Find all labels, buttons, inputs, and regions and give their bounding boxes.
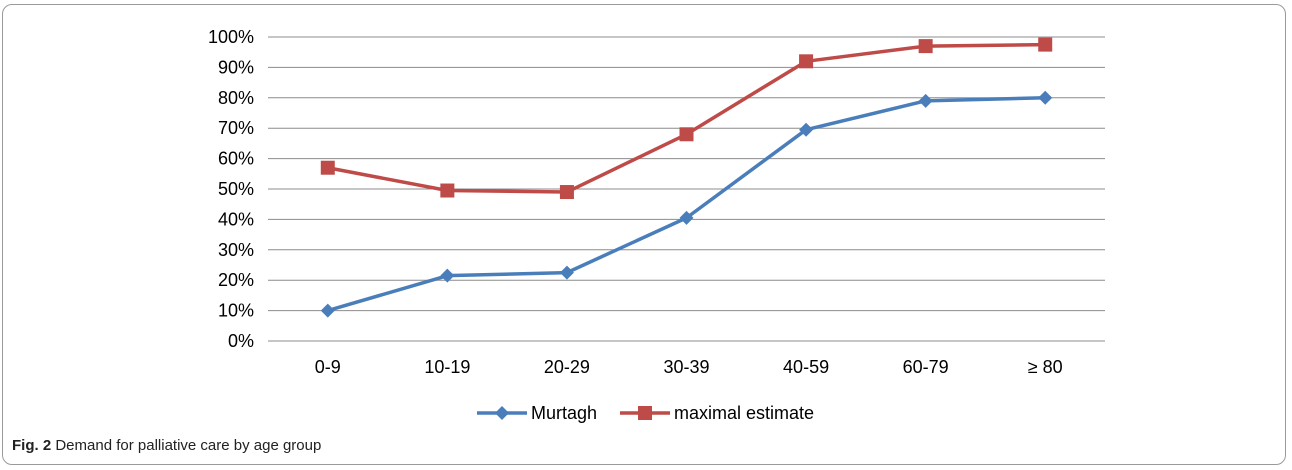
figure-caption-text: Demand for palliative care by age group bbox=[55, 437, 322, 454]
figure-frame bbox=[2, 4, 1286, 465]
y-tick-label: 70% bbox=[218, 118, 254, 138]
data-point bbox=[638, 406, 652, 420]
y-tick-label: 0% bbox=[228, 331, 254, 351]
y-tick-label: 20% bbox=[218, 270, 254, 290]
data-point bbox=[1038, 90, 1053, 105]
y-tick-label: 60% bbox=[218, 149, 254, 169]
x-tick-label: 40-59 bbox=[783, 357, 829, 377]
y-tick-label: 40% bbox=[218, 209, 254, 229]
x-tick-label: 60-79 bbox=[903, 357, 949, 377]
x-tick-label: 10-19 bbox=[424, 357, 470, 377]
y-tick-label: 90% bbox=[218, 57, 254, 77]
data-point bbox=[495, 406, 509, 420]
legend-label: Murtagh bbox=[531, 403, 597, 423]
y-tick-label: 10% bbox=[218, 301, 254, 321]
data-point bbox=[320, 160, 335, 175]
data-point bbox=[559, 265, 574, 280]
x-tick-label: 30-39 bbox=[663, 357, 709, 377]
data-point bbox=[440, 183, 455, 198]
x-tick-label: 0-9 bbox=[315, 357, 341, 377]
data-point bbox=[679, 210, 694, 225]
y-tick-label: 100% bbox=[208, 27, 254, 47]
x-tick-label: 20-29 bbox=[544, 357, 590, 377]
y-tick-label: 50% bbox=[218, 179, 254, 199]
y-tick-label: 80% bbox=[218, 88, 254, 108]
legend-label: maximal estimate bbox=[674, 403, 814, 423]
data-point bbox=[320, 303, 335, 318]
data-point bbox=[1038, 37, 1053, 52]
data-point bbox=[918, 39, 933, 54]
series-line bbox=[327, 42, 1046, 194]
data-point bbox=[440, 268, 455, 283]
data-point bbox=[799, 122, 814, 137]
data-point bbox=[679, 127, 694, 142]
figure-caption-label: Fig. 2 bbox=[12, 437, 52, 454]
data-point bbox=[559, 185, 574, 200]
data-point bbox=[918, 93, 933, 108]
data-point bbox=[799, 54, 814, 69]
x-tick-label: ≥ 80 bbox=[1028, 357, 1063, 377]
y-tick-label: 30% bbox=[218, 240, 254, 260]
figure-caption: Fig. 2 Demand for palliative care by age… bbox=[12, 437, 321, 454]
